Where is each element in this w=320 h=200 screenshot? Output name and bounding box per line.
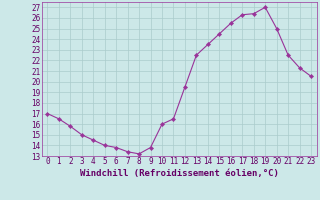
X-axis label: Windchill (Refroidissement éolien,°C): Windchill (Refroidissement éolien,°C) xyxy=(80,169,279,178)
